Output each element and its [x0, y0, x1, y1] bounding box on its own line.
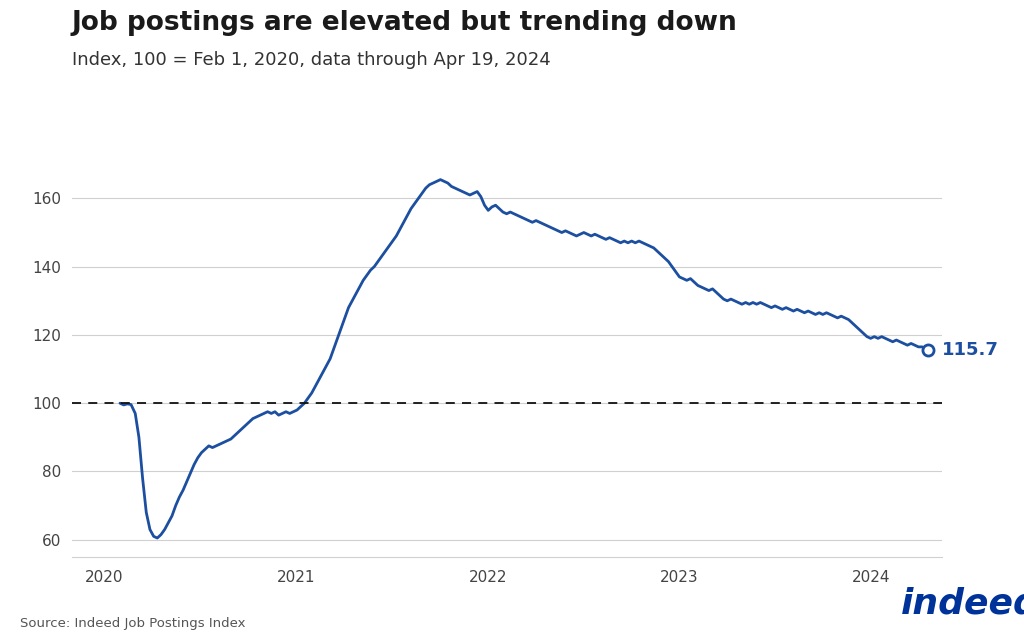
Text: 115.7: 115.7	[942, 340, 999, 358]
Text: indeed: indeed	[901, 587, 1024, 621]
Text: Source: Indeed Job Postings Index: Source: Indeed Job Postings Index	[20, 618, 246, 630]
Text: Job postings are elevated but trending down: Job postings are elevated but trending d…	[72, 10, 737, 36]
Text: Index, 100 = Feb 1, 2020, data through Apr 19, 2024: Index, 100 = Feb 1, 2020, data through A…	[72, 51, 551, 69]
